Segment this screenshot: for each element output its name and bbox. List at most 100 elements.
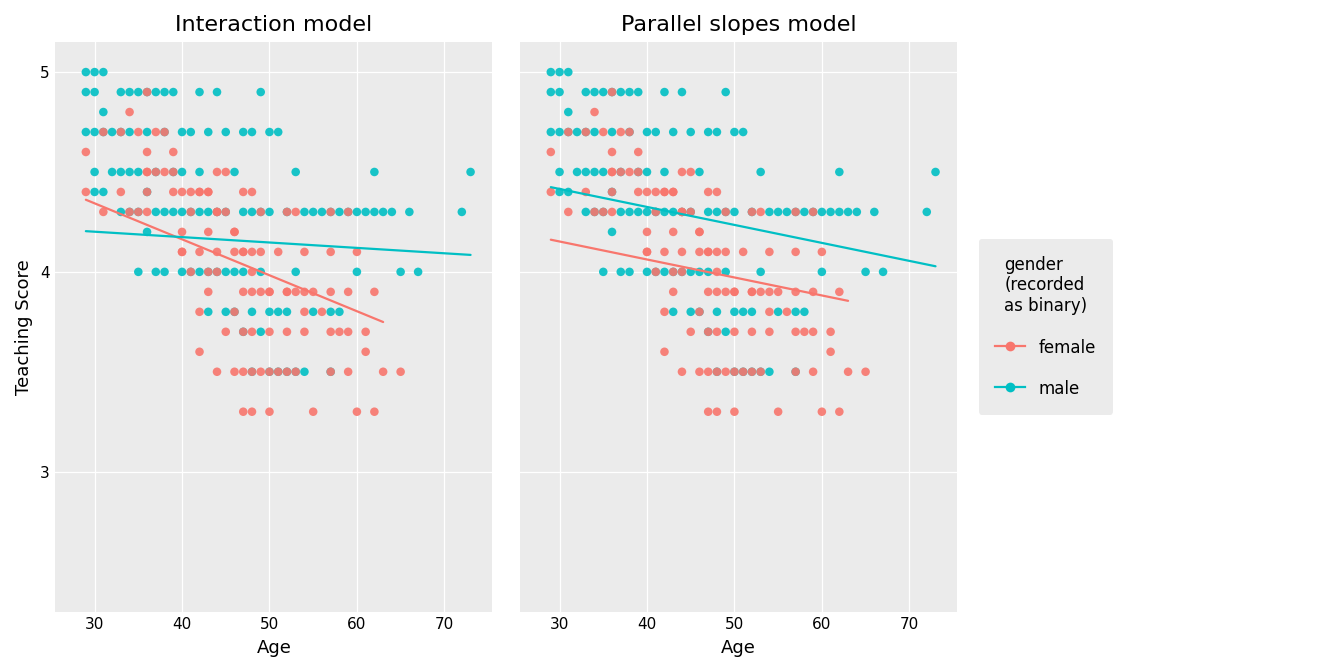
Point [601, 167, 622, 177]
Point [558, 107, 579, 118]
Point [723, 126, 745, 137]
Point [188, 87, 210, 97]
Point [653, 346, 675, 357]
Point [706, 366, 727, 377]
Point [320, 286, 341, 297]
Point [829, 167, 851, 177]
Point [540, 146, 562, 157]
Point [723, 286, 745, 297]
Point [258, 366, 280, 377]
Point [145, 126, 167, 137]
Point [653, 306, 675, 317]
Point [206, 267, 227, 278]
Point [558, 126, 579, 137]
Point [128, 126, 149, 137]
Point [636, 206, 657, 217]
Point [645, 206, 667, 217]
Point [241, 247, 262, 257]
Point [163, 206, 184, 217]
Point [250, 206, 271, 217]
Point [233, 267, 254, 278]
Point [145, 267, 167, 278]
Point [118, 206, 140, 217]
Point [698, 267, 719, 278]
Point [618, 206, 640, 217]
Point [347, 267, 368, 278]
Point [548, 167, 570, 177]
Point [601, 126, 622, 137]
Point [337, 327, 359, 337]
Point [93, 107, 114, 118]
Point [163, 87, 184, 97]
Legend: female, male: female, male [978, 239, 1113, 415]
Point [110, 126, 132, 137]
Point [758, 366, 780, 377]
Point [215, 206, 237, 217]
Point [688, 226, 710, 237]
Point [267, 366, 289, 377]
Point [698, 206, 719, 217]
Point [558, 206, 579, 217]
Point [741, 366, 762, 377]
Point [593, 206, 614, 217]
Point [767, 206, 789, 217]
Point [153, 126, 175, 137]
Point [593, 87, 614, 97]
Point [215, 327, 237, 337]
Point [706, 306, 727, 317]
Point [767, 286, 789, 297]
Point [758, 327, 780, 337]
Point [241, 286, 262, 297]
Point [723, 306, 745, 317]
Point [715, 87, 737, 97]
Point [223, 306, 245, 317]
Point [110, 87, 132, 97]
Point [188, 187, 210, 198]
Point [671, 167, 692, 177]
Point [320, 366, 341, 377]
Point [793, 327, 814, 337]
Point [583, 107, 605, 118]
Point [233, 366, 254, 377]
Point [829, 286, 851, 297]
Point [241, 366, 262, 377]
Point [583, 206, 605, 217]
Point [407, 267, 429, 278]
Point [750, 167, 771, 177]
Point [198, 306, 219, 317]
Point [312, 306, 333, 317]
Point [785, 247, 806, 257]
Point [285, 366, 306, 377]
Point [741, 306, 762, 317]
Point [83, 187, 105, 198]
Point [698, 247, 719, 257]
Point [267, 306, 289, 317]
Point [83, 126, 105, 137]
Point [601, 206, 622, 217]
Point [855, 267, 876, 278]
Point [312, 206, 333, 217]
Point [601, 226, 622, 237]
Point [188, 267, 210, 278]
Point [610, 206, 632, 217]
Point [329, 206, 351, 217]
Point [593, 206, 614, 217]
Point [294, 327, 316, 337]
Point [163, 146, 184, 157]
Point [820, 206, 841, 217]
Point [671, 206, 692, 217]
Point [93, 126, 114, 137]
Point [663, 187, 684, 198]
Point [680, 306, 702, 317]
Point [732, 366, 754, 377]
Point [610, 167, 632, 177]
Point [741, 286, 762, 297]
Point [285, 206, 306, 217]
Point [110, 206, 132, 217]
Point [758, 206, 780, 217]
Point [663, 267, 684, 278]
Point [233, 327, 254, 337]
Title: Parallel slopes model: Parallel slopes model [621, 15, 856, 35]
Point [223, 267, 245, 278]
Point [610, 267, 632, 278]
